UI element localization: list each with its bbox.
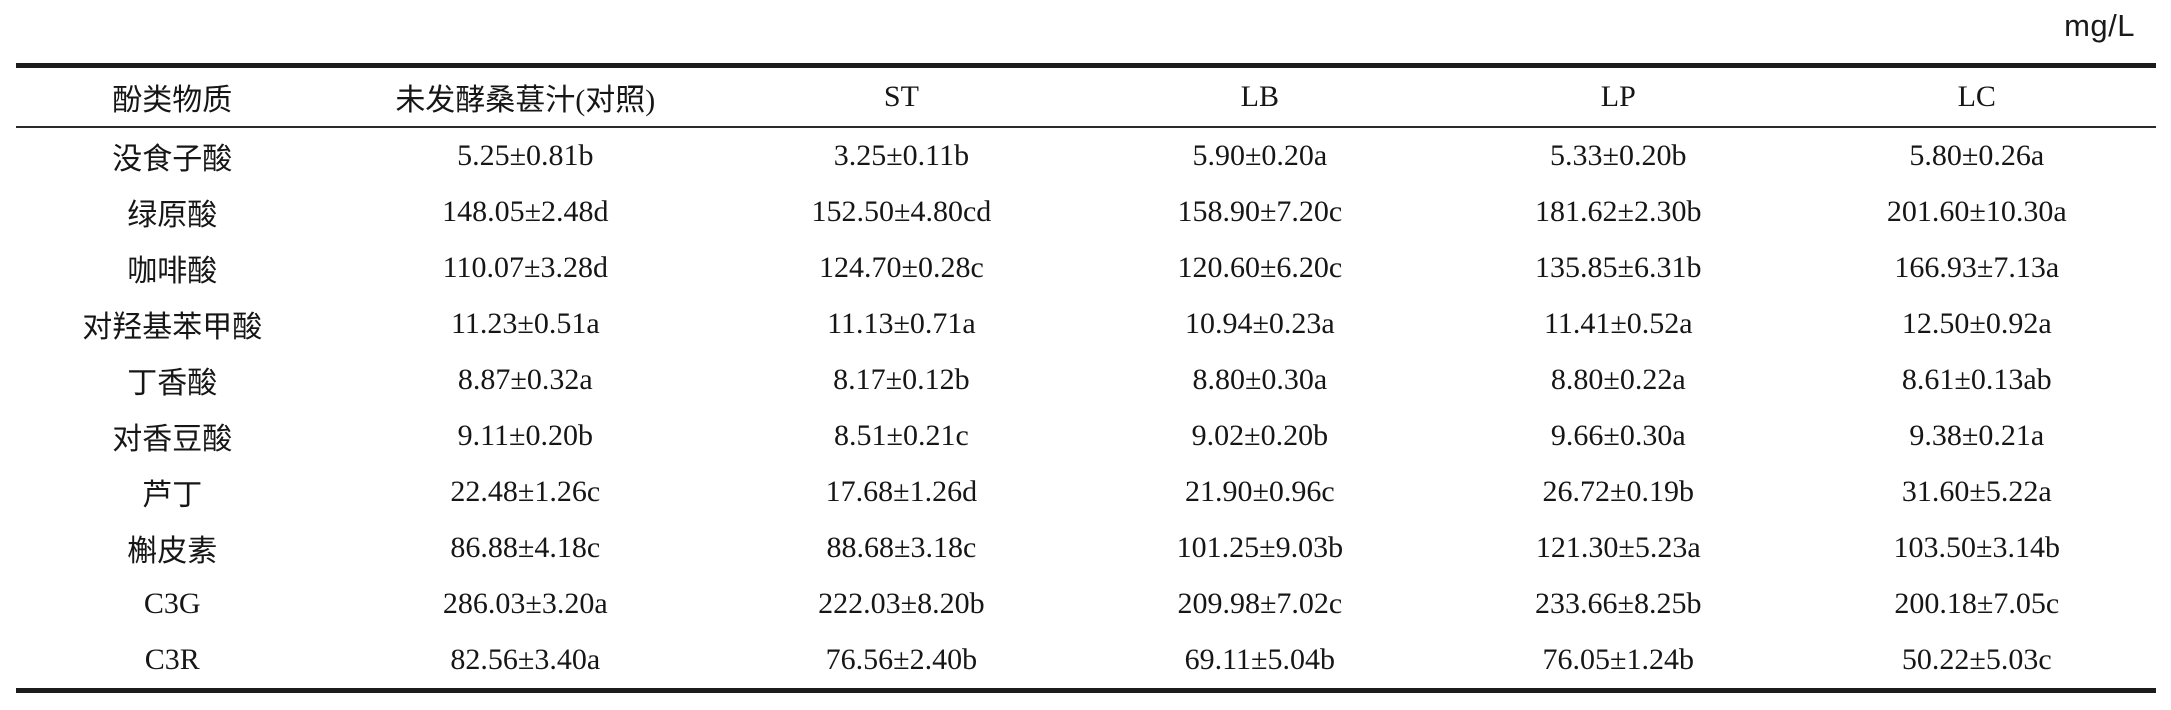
table-row: 槲皮素 86.88±4.18c 88.68±3.18c 101.25±9.03b… xyxy=(16,520,2156,576)
compound-name-cell: 没食子酸 xyxy=(112,143,233,176)
value-cell: 9.38±0.21a xyxy=(1909,419,2045,452)
value-cell: 31.60±5.22a xyxy=(1901,475,2052,508)
value-cell: 9.02±0.20b xyxy=(1191,419,1329,452)
value-cell: 8.51±0.21c xyxy=(834,419,969,452)
value-cell: 86.88±4.18c xyxy=(450,531,601,564)
value-cell: 233.66±8.25b xyxy=(1535,587,1702,620)
value-cell: 135.85±6.31b xyxy=(1535,251,1702,284)
table-header: 酚类物质 未发酵桑葚汁(对照) ST LB LP LC xyxy=(16,66,2156,127)
value-cell: 50.22±5.03c xyxy=(1901,643,2052,676)
value-cell: 103.50±3.14b xyxy=(1893,531,2060,564)
value-cell: 5.33±0.20b xyxy=(1550,139,1687,172)
compound-name-cell: 槲皮素 xyxy=(127,535,218,568)
column-header-lp: LP xyxy=(1600,80,1636,113)
value-cell: 158.90±7.20c xyxy=(1177,195,1343,228)
table-row: 丁香酸 8.87±0.32a 8.17±0.12b 8.80±0.30a 8.8… xyxy=(16,352,2156,408)
phenolic-compounds-table: 酚类物质 未发酵桑葚汁(对照) ST LB LP LC 没食子酸 5.25±0.… xyxy=(16,63,2156,693)
value-cell: 200.18±7.05c xyxy=(1894,587,2060,620)
table-row: 对羟基苯甲酸 11.23±0.51a 11.13±0.71a 10.94±0.2… xyxy=(16,296,2156,352)
value-cell: 8.80±0.22a xyxy=(1550,363,1686,396)
value-cell: 121.30±5.23a xyxy=(1535,531,1701,564)
column-header-compound: 酚类物质 xyxy=(112,84,233,117)
value-cell: 88.68±3.18c xyxy=(826,531,977,564)
value-cell: 5.90±0.20a xyxy=(1192,139,1328,172)
table-row: 咖啡酸 110.07±3.28d 124.70±0.28c 120.60±6.2… xyxy=(16,240,2156,296)
table-row: C3G 286.03±3.20a 222.03±8.20b 209.98±7.0… xyxy=(16,576,2156,632)
compound-name-cell: C3G xyxy=(143,587,201,620)
value-cell: 181.62±2.30b xyxy=(1535,195,1702,228)
value-cell: 5.80±0.26a xyxy=(1909,139,2045,172)
value-cell: 21.90±0.96c xyxy=(1184,475,1335,508)
value-cell: 286.03±3.20a xyxy=(442,587,608,620)
compound-name-cell: 对香豆酸 xyxy=(112,423,233,456)
table-row: 没食子酸 5.25±0.81b 3.25±0.11b 5.90±0.20a 5.… xyxy=(16,127,2156,184)
compound-name-cell: C3R xyxy=(144,643,200,676)
value-cell: 12.50±0.92a xyxy=(1901,307,2052,340)
column-header-control: 未发酵桑葚汁(对照) xyxy=(395,84,656,117)
value-cell: 69.11±5.04b xyxy=(1184,643,1336,676)
value-cell: 3.25±0.11b xyxy=(833,139,970,172)
column-header-lc: LC xyxy=(1957,80,1996,113)
value-cell: 8.17±0.12b xyxy=(833,363,970,396)
value-cell: 76.05±1.24b xyxy=(1542,643,1695,676)
value-cell: 76.56±2.40b xyxy=(825,643,978,676)
value-cell: 124.70±0.28c xyxy=(819,251,984,284)
value-cell: 209.98±7.02c xyxy=(1177,587,1343,620)
table-row: 绿原酸 148.05±2.48d 152.50±4.80cd 158.90±7.… xyxy=(16,184,2156,240)
column-header-lb: LB xyxy=(1240,80,1280,113)
value-cell: 11.23±0.51a xyxy=(450,307,600,340)
value-cell: 11.13±0.71a xyxy=(827,307,976,340)
compound-name-cell: 对羟基苯甲酸 xyxy=(82,311,263,344)
value-cell: 120.60±6.20c xyxy=(1177,251,1343,284)
compound-name-cell: 芦丁 xyxy=(142,479,203,512)
value-cell: 101.25±9.03b xyxy=(1176,531,1344,564)
compound-name-cell: 绿原酸 xyxy=(127,199,218,232)
value-cell: 110.07±3.28d xyxy=(442,251,608,284)
table-body: 没食子酸 5.25±0.81b 3.25±0.11b 5.90±0.20a 5.… xyxy=(16,127,2156,691)
value-cell: 82.56±3.40a xyxy=(450,643,601,676)
value-cell: 9.11±0.20b xyxy=(457,419,593,452)
value-cell: 148.05±2.48d xyxy=(442,195,609,228)
value-cell: 222.03±8.20b xyxy=(818,587,985,620)
value-cell: 152.50±4.80cd xyxy=(811,195,992,228)
compound-name-cell: 丁香酸 xyxy=(127,367,218,400)
value-cell: 22.48±1.26c xyxy=(450,475,601,508)
column-header-st: ST xyxy=(883,80,919,113)
value-cell: 8.87±0.32a xyxy=(457,363,593,396)
value-cell: 5.25±0.81b xyxy=(457,139,594,172)
value-cell: 201.60±10.30a xyxy=(1886,195,2067,228)
value-cell: 8.61±0.13ab xyxy=(1901,363,2052,396)
table-row: 芦丁 22.48±1.26c 17.68±1.26d 21.90±0.96c 2… xyxy=(16,464,2156,520)
header-row: 酚类物质 未发酵桑葚汁(对照) ST LB LP LC xyxy=(16,66,2156,127)
unit-label: mg/L xyxy=(2064,8,2135,43)
value-cell: 9.66±0.30a xyxy=(1550,419,1686,452)
value-cell: 17.68±1.26d xyxy=(825,475,978,508)
value-cell: 166.93±7.13a xyxy=(1894,251,2060,284)
value-cell: 8.80±0.30a xyxy=(1192,363,1328,396)
value-cell: 26.72±0.19b xyxy=(1542,475,1695,508)
value-cell: 11.41±0.52a xyxy=(1543,307,1693,340)
value-cell: 10.94±0.23a xyxy=(1184,307,1335,340)
table-row: C3R 82.56±3.40a 76.56±2.40b 69.11±5.04b … xyxy=(16,632,2156,691)
table-row: 对香豆酸 9.11±0.20b 8.51±0.21c 9.02±0.20b 9.… xyxy=(16,408,2156,464)
compound-name-cell: 咖啡酸 xyxy=(127,255,218,288)
